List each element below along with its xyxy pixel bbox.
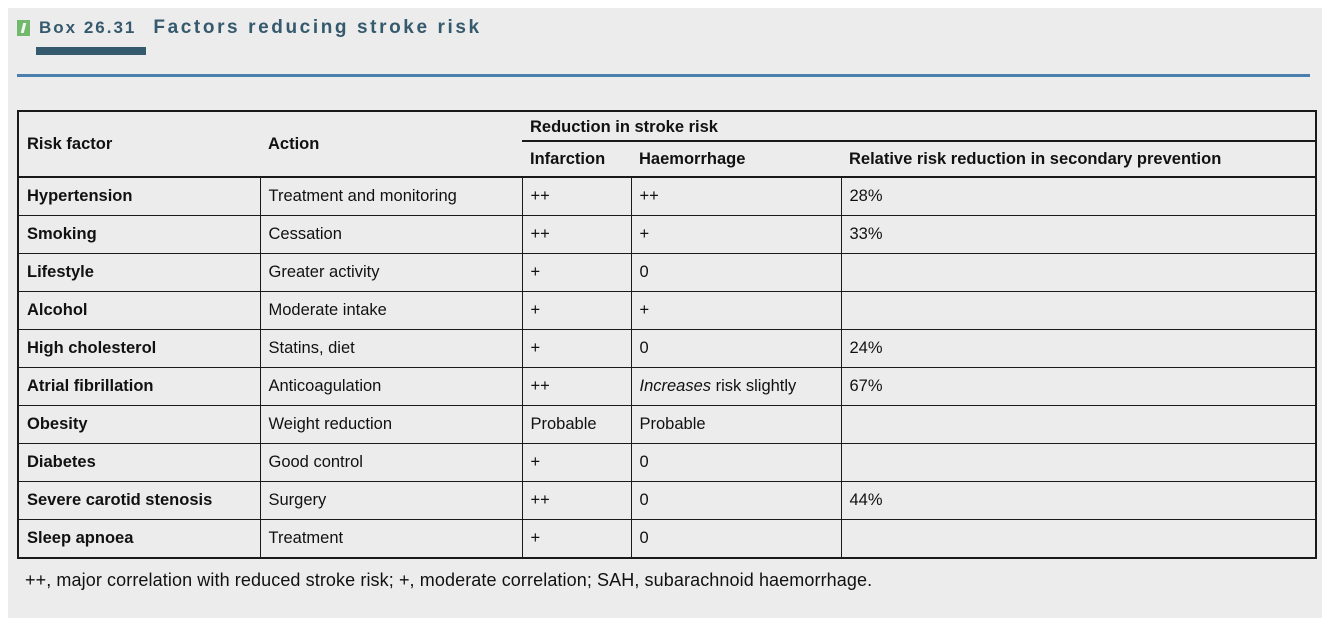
cell-action: Surgery bbox=[259, 481, 523, 520]
cell-haemorrhage: 0 bbox=[630, 329, 842, 368]
table-row: Alcohol Moderate intake + + bbox=[17, 291, 1317, 330]
cell-infarction: ++ bbox=[521, 215, 632, 254]
header-divider-rule bbox=[17, 74, 1310, 77]
cell-infarction: ++ bbox=[521, 176, 632, 216]
cell-risk-factor: Diabetes bbox=[17, 443, 261, 482]
cell-action: Weight reduction bbox=[259, 405, 523, 444]
table-row: High cholesterol Statins, diet +0 24% bbox=[17, 329, 1317, 368]
cell-relative-risk bbox=[840, 519, 1317, 559]
table-row: Diabetes Good control +0 bbox=[17, 443, 1317, 482]
info-icon bbox=[17, 20, 30, 36]
cell-action: Cessation bbox=[259, 215, 523, 254]
cell-haemorrhage: + bbox=[630, 291, 842, 330]
cell-risk-factor: Sleep apnoea bbox=[17, 519, 261, 559]
cell-action: Good control bbox=[259, 443, 523, 482]
cell-infarction: ++ bbox=[521, 481, 632, 520]
table-row: Atrial fibrillation Anticoagulation ++ Incr… bbox=[17, 367, 1317, 406]
cell-action: Greater activity bbox=[259, 253, 523, 292]
cell-risk-factor: Lifestyle bbox=[17, 253, 261, 292]
cell-haemorrhage: 0 bbox=[630, 519, 842, 559]
box-number: Box 26.31 bbox=[39, 18, 137, 37]
table-row: Smoking Cessation ++ +33% bbox=[17, 215, 1317, 254]
cell-infarction: + bbox=[521, 519, 632, 559]
cell-risk-factor: Alcohol bbox=[17, 291, 261, 330]
table-row: Severe carotid stenosis Surgery ++ 0 44% bbox=[17, 481, 1317, 520]
cell-relative-risk: 44% bbox=[840, 481, 1317, 520]
column-group-reduction: Reduction in stroke risk bbox=[522, 111, 1317, 142]
table-body: Hypertension Treatment and monitoring ++ ++… bbox=[17, 176, 1317, 559]
cell-haemorrhage: + bbox=[630, 215, 842, 254]
table-footnote: ++, major correlation with reduced strok… bbox=[25, 570, 873, 590]
column-header-infarction: Infarction bbox=[522, 141, 631, 178]
cell-risk-factor: High cholesterol bbox=[17, 329, 261, 368]
stroke-risk-table: Risk factor Action Reduction in stroke r… bbox=[17, 110, 1318, 559]
cell-action: Statins, diet bbox=[259, 329, 523, 368]
cell-relative-risk bbox=[840, 443, 1317, 482]
cell-action: Treatment and monitoring bbox=[259, 176, 523, 216]
table-row: Hypertension Treatment and monitoring ++ ++… bbox=[17, 176, 1317, 216]
cell-risk-factor: Smoking bbox=[17, 215, 261, 254]
cell-relative-risk: 24% bbox=[840, 329, 1317, 368]
box-title: Factors reducing stroke risk bbox=[153, 17, 482, 38]
table-row: Obesity Weight reduction Probable Probable bbox=[17, 405, 1317, 444]
cell-haemorrhage: 0 bbox=[630, 481, 842, 520]
cell-haemorrhage: Increases risk slightly bbox=[630, 367, 842, 406]
column-header-relative-risk: Relative risk reduction in secondary pre… bbox=[841, 141, 1317, 178]
cell-action: Moderate intake bbox=[259, 291, 523, 330]
column-header-haemorrhage: Haemorrhage bbox=[631, 141, 841, 178]
table-row: Sleep apnoea Treatment +0 bbox=[17, 519, 1317, 559]
cell-relative-risk bbox=[840, 405, 1317, 444]
cell-relative-risk bbox=[840, 291, 1317, 330]
table-header: Risk factor Action Reduction in stroke r… bbox=[18, 111, 1317, 178]
box-panel: Box 26.31 Factors reducing stroke risk R… bbox=[8, 8, 1322, 618]
column-header-action: Action bbox=[260, 111, 522, 178]
cell-infarction: Probable bbox=[521, 405, 632, 444]
cell-action: Anticoagulation bbox=[259, 367, 523, 406]
cell-action: Treatment bbox=[259, 519, 523, 559]
cell-relative-risk bbox=[840, 253, 1317, 292]
cell-infarction: + bbox=[521, 443, 632, 482]
box-header: Box 26.31 Factors reducing stroke risk bbox=[17, 17, 482, 39]
cell-haemorrhage: 0 bbox=[630, 443, 842, 482]
cell-infarction: + bbox=[521, 329, 632, 368]
cell-relative-risk: 67% bbox=[840, 367, 1317, 406]
cell-risk-factor: Hypertension bbox=[17, 176, 261, 216]
cell-risk-factor: Obesity bbox=[17, 405, 261, 444]
cell-haemorrhage: 0 bbox=[630, 253, 842, 292]
cell-infarction: + bbox=[521, 253, 632, 292]
column-header-risk-factor: Risk factor bbox=[18, 111, 260, 178]
cell-relative-risk: 28% bbox=[840, 176, 1317, 216]
cell-relative-risk: 33% bbox=[840, 215, 1317, 254]
cell-haemorrhage: Probable bbox=[630, 405, 842, 444]
box-label-underline bbox=[36, 47, 146, 55]
cell-risk-factor: Severe carotid stenosis bbox=[17, 481, 261, 520]
cell-haemorrhage: ++ bbox=[630, 176, 842, 216]
cell-infarction: + bbox=[521, 291, 632, 330]
table-row: Lifestyle Greater activity +0 bbox=[17, 253, 1317, 292]
cell-risk-factor: Atrial fibrillation bbox=[17, 367, 261, 406]
cell-infarction: ++ bbox=[521, 367, 632, 406]
